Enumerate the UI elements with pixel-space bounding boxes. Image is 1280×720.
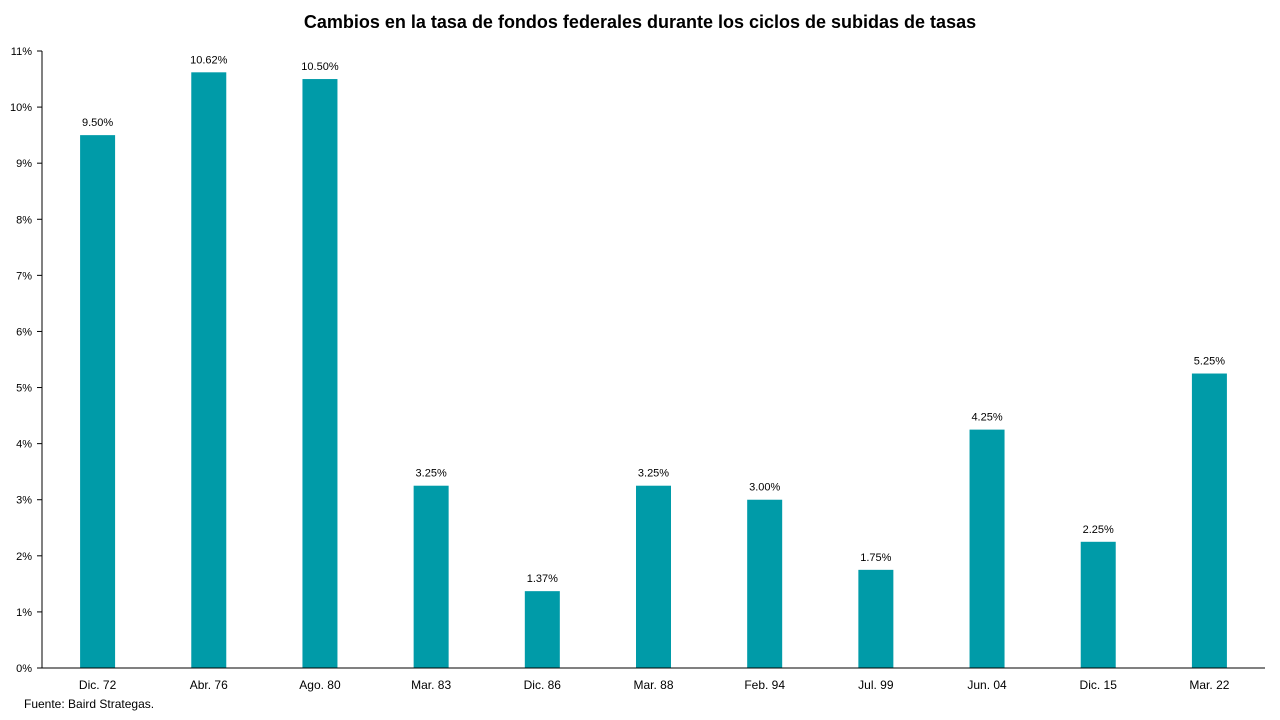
value-labels-group: 9.50% 10.62% 10.50% 3.25% 1.37% 3.25% 3.00% 1.7… <box>82 54 1225 585</box>
y-tick-label: 0% <box>16 663 32 675</box>
x-tick-label: Dic. 86 <box>524 678 562 692</box>
y-axis: 0% 1% 2% 3% 4% 5% 6% 7% 8% 9% 10% 11% <box>10 46 42 675</box>
x-tick-label: Ago. 80 <box>299 678 341 692</box>
bar <box>302 79 338 668</box>
x-tick-label: Jun. 04 <box>967 678 1007 692</box>
bar <box>636 485 671 668</box>
x-tick-label: Feb. 94 <box>744 678 785 692</box>
y-tick-label: 3% <box>16 495 32 507</box>
data-label: 4.25% <box>971 412 1002 424</box>
data-label: 3.25% <box>416 468 447 480</box>
x-axis: Dic. 72 Abr. 76 Ago. 80 Mar. 83 Dic. 86 Mar. … <box>79 678 1230 692</box>
y-tick-label: 8% <box>16 214 32 226</box>
bar <box>747 499 783 668</box>
y-tick-label: 2% <box>16 551 32 563</box>
bar <box>524 591 560 668</box>
data-label: 10.50% <box>301 61 339 73</box>
bar <box>969 429 1005 668</box>
x-tick-label: Mar. 22 <box>1189 678 1229 692</box>
bar <box>413 485 449 668</box>
bars-group <box>80 72 1227 669</box>
data-label: 10.62% <box>190 54 228 66</box>
data-label: 1.75% <box>860 552 891 564</box>
y-tick-label: 10% <box>10 102 32 114</box>
y-tick-label: 11% <box>11 46 32 58</box>
y-tick-label: 4% <box>16 439 32 451</box>
data-label: 3.25% <box>638 468 669 480</box>
bar <box>80 135 116 669</box>
x-tick-label: Mar. 83 <box>411 678 451 692</box>
bar <box>1191 373 1227 668</box>
x-tick-label: Dic. 72 <box>79 678 117 692</box>
bar <box>858 569 894 668</box>
data-label: 2.25% <box>1083 524 1114 536</box>
data-label: 5.25% <box>1194 356 1225 368</box>
data-label: 3.00% <box>749 482 780 494</box>
x-tick-label: Mar. 88 <box>633 678 673 692</box>
bar <box>191 72 227 668</box>
chart-title: Cambios en la tasa de fondos federales d… <box>303 12 977 32</box>
bar <box>1080 541 1116 668</box>
x-tick-label: Jul. 99 <box>858 678 894 692</box>
y-tick-label: 5% <box>16 383 32 395</box>
source-note: Fuente: Baird Strategas. <box>24 697 155 711</box>
y-tick-label: 1% <box>16 607 32 619</box>
data-label: 1.37% <box>527 573 558 585</box>
x-tick-label: Abr. 76 <box>190 678 228 692</box>
y-tick-label: 7% <box>16 270 32 282</box>
y-tick-label: 6% <box>16 326 32 338</box>
data-label: 9.50% <box>82 117 113 129</box>
y-tick-label: 9% <box>16 158 32 170</box>
x-tick-label: Dic. 15 <box>1080 678 1118 692</box>
